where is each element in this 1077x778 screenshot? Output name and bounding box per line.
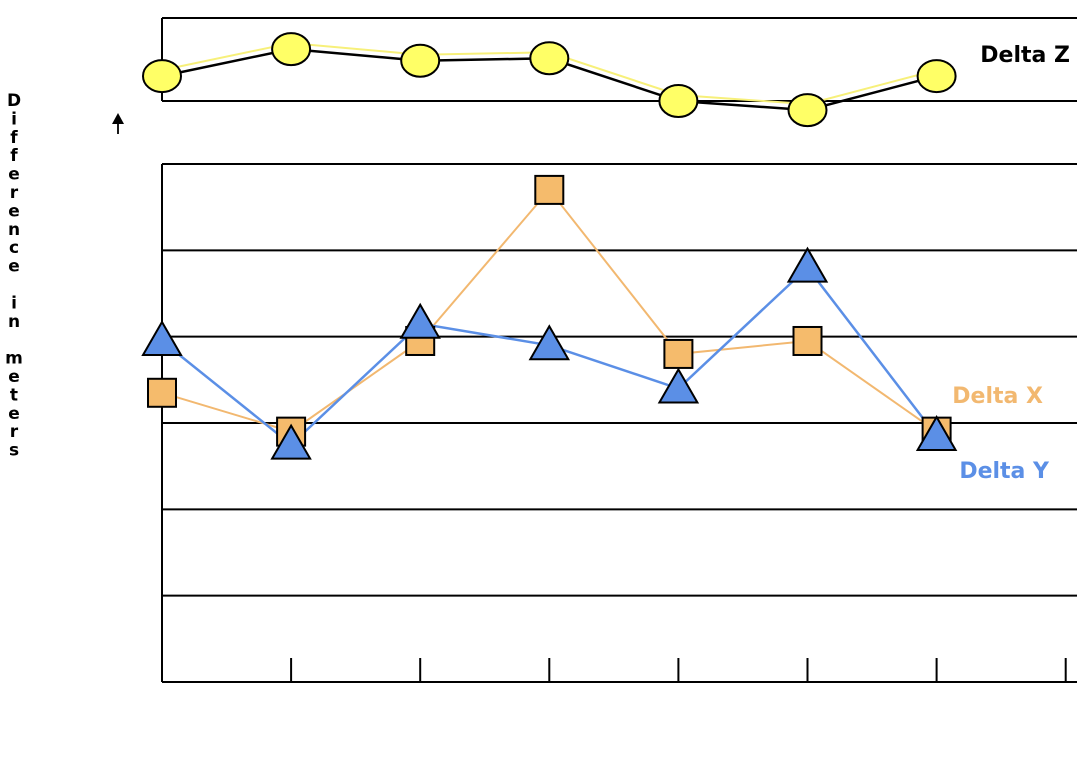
y-axis-title-char: e [8, 165, 20, 185]
y-axis-title-char: f [10, 146, 18, 166]
data-point-delta-y [399, 302, 441, 339]
data-point-delta-y [141, 319, 183, 356]
y-axis-title-char: D [7, 91, 21, 111]
data-point-delta-y [915, 414, 958, 451]
y-axis-title-char: e [8, 257, 20, 277]
data-point-delta-z [400, 43, 441, 78]
y-axis-title-char: i [11, 293, 17, 313]
series-label-delta-y: Delta Y [959, 459, 1050, 484]
y-axis-title-char: e [8, 404, 20, 424]
y-axis-title-char: e [8, 367, 20, 387]
y-axis-title-char: t [10, 385, 18, 405]
data-point-delta-z [271, 32, 312, 67]
axis-break-arrowhead [112, 113, 124, 124]
y-axis-title-char: n [8, 220, 20, 240]
series-label-delta-x: Delta X [952, 384, 1043, 409]
data-point-delta-y [657, 367, 700, 404]
data-point-delta-y [528, 324, 571, 361]
y-axis-title-char: f [10, 128, 18, 148]
y-axis-title-char: c [9, 238, 19, 258]
y-axis-title-char: m [5, 349, 23, 369]
y-axis-title-char: r [10, 422, 19, 442]
data-point-delta-z [787, 93, 828, 128]
y-axis-title-char: n [8, 312, 20, 332]
data-point-delta-x [663, 338, 694, 369]
data-point-delta-z [529, 41, 570, 76]
data-point-delta-z [916, 59, 957, 94]
data-point-delta-y [786, 246, 829, 283]
data-point-delta-x [792, 325, 823, 356]
y-axis-title-char: s [9, 441, 19, 461]
series-label-delta-z: Delta Z [980, 43, 1070, 68]
data-point-delta-z [142, 59, 182, 94]
y-axis-title-char: i [11, 109, 17, 129]
y-axis-title-char: r [10, 183, 19, 203]
data-point-delta-y [270, 423, 312, 460]
series-line-delta-x [161, 188, 938, 433]
data-point-delta-z [658, 84, 699, 118]
y-axis-title-char: e [8, 201, 20, 221]
data-point-delta-x [147, 377, 177, 408]
data-point-delta-x [534, 174, 565, 205]
